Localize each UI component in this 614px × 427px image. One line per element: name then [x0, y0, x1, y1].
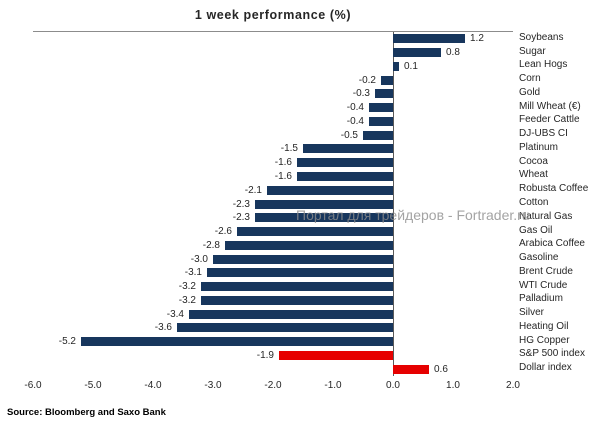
category-label: Brent Crude	[519, 265, 573, 277]
x-tick-label: -5.0	[84, 380, 102, 391]
category-label: Lean Hogs	[519, 59, 568, 71]
bar	[201, 282, 393, 292]
x-tick-label: -4.0	[144, 380, 162, 391]
source-note: Source: Bloomberg and Saxo Bank	[7, 407, 166, 418]
category-label: Arabica Coffee	[519, 238, 585, 250]
bar-value-label: 0.6	[434, 363, 448, 375]
bar	[381, 75, 393, 85]
category-label: Corn	[519, 73, 541, 85]
x-tick-label: 1.0	[446, 380, 460, 391]
bar	[297, 158, 393, 168]
bar-value-label: 0.1	[404, 60, 418, 72]
plot-area: 1.2 0.8 0.1 -0.2 -0.3 -0.4 -0.4 -0.5 -1.5 -1.6 -1.…	[33, 31, 513, 376]
category-label: Mill Wheat (€)	[519, 100, 581, 112]
bar	[237, 227, 393, 237]
category-label-column: Soybeans Sugar Lean Hogs Corn Gold Mill Wheat…	[519, 31, 613, 375]
category-label: Platinum	[519, 141, 558, 153]
bar	[363, 130, 393, 140]
bar	[255, 199, 393, 209]
bar	[303, 144, 393, 154]
bar	[267, 185, 393, 195]
bar-value-label: -3.0	[190, 253, 208, 265]
bar	[207, 268, 393, 278]
bar-value-label: -1.5	[280, 143, 298, 155]
chart-title: 1 week performance (%)	[194, 8, 352, 22]
x-tick-label: -3.0	[204, 380, 222, 391]
category-label: S&P 500 index	[519, 348, 585, 360]
category-label: Palladium	[519, 293, 563, 305]
category-label: Cocoa	[519, 155, 548, 167]
category-label: Silver	[519, 307, 545, 319]
bar-value-label: -1.6	[274, 170, 292, 182]
bar-value-label: -1.6	[274, 157, 292, 169]
bar	[255, 213, 393, 223]
category-label: Gasoline	[519, 252, 559, 264]
category-label: DJ-UBS CI	[519, 128, 568, 140]
bar-value-label: -0.3	[352, 88, 370, 100]
category-label: Cotton	[519, 197, 549, 208]
bar-value-label: -3.2	[178, 294, 196, 306]
zero-axis-line	[393, 32, 394, 376]
bar-value-label: -0.2	[358, 74, 376, 86]
bar-value-label: -2.3	[232, 198, 250, 210]
bar	[393, 48, 441, 58]
bar	[201, 295, 393, 305]
category-label: Gold	[519, 86, 541, 98]
x-axis: -6.0 -5.0 -4.0 -3.0 -2.0 -1.0 0.0 1.0 2.0	[24, 380, 520, 394]
bar	[177, 323, 393, 333]
bar	[225, 240, 393, 250]
x-tick-label: 0.0	[386, 380, 400, 391]
bar	[213, 254, 393, 264]
x-tick-label: -2.0	[264, 380, 282, 391]
bar-value-label: -3.6	[154, 322, 172, 334]
bar-value-label: -2.8	[202, 239, 220, 251]
category-label: Sugar	[519, 45, 546, 57]
bar	[279, 350, 393, 360]
category-label: Heating Oil	[519, 320, 569, 332]
category-label: Wheat	[519, 169, 548, 181]
category-label: Gas Oil	[519, 224, 553, 236]
bar	[375, 89, 393, 99]
bar-value-label: -0.4	[346, 115, 364, 127]
x-tick-label: 2.0	[506, 380, 520, 391]
bar	[81, 337, 393, 347]
bar-value-label: 1.2	[470, 33, 484, 45]
bar-value-label: -5.2	[58, 336, 76, 348]
bar-value-label: -3.1	[184, 267, 202, 279]
bar-value-label: -2.1	[244, 184, 262, 196]
bar	[393, 61, 399, 71]
x-tick-label: -1.0	[324, 380, 342, 391]
bar	[369, 103, 393, 113]
bar	[189, 309, 393, 319]
bar-value-label: -0.5	[340, 129, 358, 141]
bar-value-label: -1.9	[256, 349, 274, 361]
category-label: HG Copper	[519, 334, 570, 346]
bar	[393, 34, 465, 44]
bar-value-label: -2.3	[232, 212, 250, 224]
bar-value-label: -3.4	[166, 308, 184, 320]
category-label: Natural Gas	[519, 210, 573, 222]
bar-value-label: -0.4	[346, 102, 364, 114]
category-label: Robusta Coffee	[519, 183, 589, 195]
bar-value-label: 0.8	[446, 47, 460, 59]
bar-value-label: -3.2	[178, 281, 196, 293]
bar-value-label: -2.6	[214, 226, 232, 238]
bar	[297, 171, 393, 181]
bar	[369, 116, 393, 126]
category-label: Soybeans	[519, 31, 564, 43]
category-label: WTI Crude	[519, 279, 568, 291]
x-tick-label: -6.0	[24, 380, 42, 391]
category-label: Feeder Cattle	[519, 114, 580, 126]
bar	[393, 364, 429, 374]
category-label: Dollar index	[519, 362, 572, 374]
